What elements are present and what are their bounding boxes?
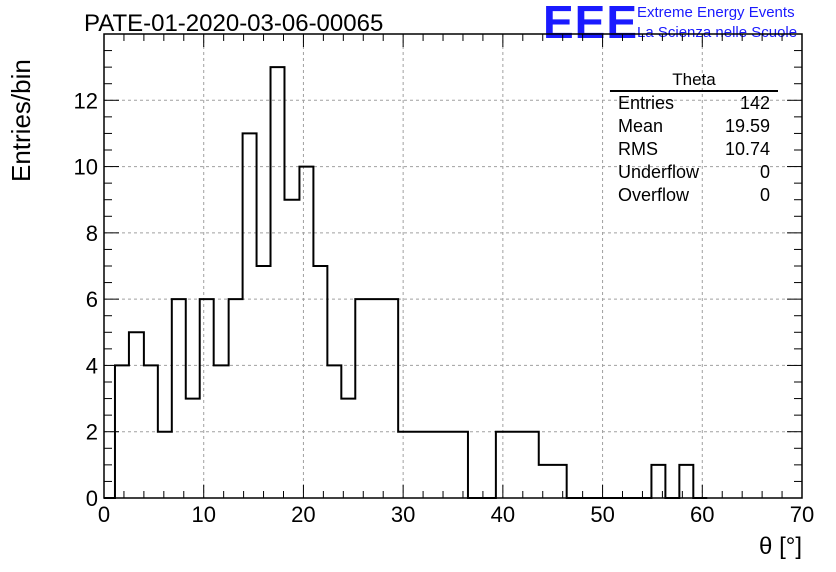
histogram-bin <box>651 465 665 498</box>
histogram-bin <box>398 432 412 498</box>
histogram-bin <box>257 266 271 498</box>
stats-label: Mean <box>618 116 664 136</box>
histogram-bin <box>299 167 313 498</box>
x-tick-label: 30 <box>391 502 415 527</box>
y-tick-label: 4 <box>86 353 98 378</box>
y-tick-label: 10 <box>74 155 98 180</box>
histogram-bin <box>383 299 398 498</box>
x-axis-label: θ [°] <box>759 533 802 560</box>
stats-value: 19.59 <box>724 116 770 136</box>
stats-label: RMS <box>618 139 658 159</box>
logo-line-2: La Scienza nelle Scuole <box>637 24 798 41</box>
histogram-bin <box>271 67 285 498</box>
eee-logo: EEE Extreme Energy Events La Scienza nel… <box>543 0 833 48</box>
plot-frame <box>103 33 803 499</box>
stats-box: Theta Entries 142 Mean 19.59 RMS 10.74 U… <box>610 70 778 207</box>
histogram-bin <box>243 133 257 498</box>
histogram-bin <box>511 432 525 498</box>
histogram-bin <box>229 299 243 498</box>
histogram-bin <box>355 299 369 498</box>
stats-value: 0 <box>759 162 770 182</box>
histogram-bin <box>200 299 214 498</box>
stats-label: Underflow <box>618 162 700 182</box>
stats-row-mean: Mean 19.59 <box>610 115 778 138</box>
stats-value: 0 <box>759 185 770 205</box>
histogram-bin <box>284 200 299 498</box>
histogram-bin <box>129 332 144 498</box>
histogram-bin <box>412 432 426 498</box>
x-tick-label: 50 <box>590 502 614 527</box>
histogram-bin <box>158 432 172 498</box>
stats-value: 142 <box>739 93 770 113</box>
y-tick-label: 6 <box>86 287 98 312</box>
histogram-bin <box>539 465 553 498</box>
x-tick-label: 60 <box>690 502 714 527</box>
histogram-bin <box>525 432 539 498</box>
chart-title: PATE-01-2020-03-06-00065 <box>84 10 384 37</box>
y-tick-label: 8 <box>86 221 98 246</box>
histogram-bin <box>144 365 158 498</box>
histogram-bin <box>440 432 454 498</box>
x-tick-label: 40 <box>491 502 515 527</box>
histogram-bin <box>172 299 186 498</box>
stats-label: Overflow <box>618 185 690 205</box>
histogram-bin <box>679 465 693 498</box>
x-tick-label: 10 <box>191 502 215 527</box>
histogram-bin <box>454 432 468 498</box>
logo-line-1: Extreme Energy Events <box>637 4 795 21</box>
histogram-bin <box>186 399 200 498</box>
x-tick-label: 0 <box>98 502 110 527</box>
stats-row-entries: Entries 142 <box>610 92 778 115</box>
y-tick-label: 2 <box>86 420 98 445</box>
histogram-bin <box>426 432 440 498</box>
histogram-bin <box>369 299 383 498</box>
stats-row-overflow: Overflow 0 <box>610 184 778 207</box>
histogram-bin <box>341 399 355 498</box>
x-tick-label: 20 <box>291 502 315 527</box>
stats-row-underflow: Underflow 0 <box>610 161 778 184</box>
stats-title: Theta <box>610 70 778 92</box>
stats-label: Entries <box>618 93 675 113</box>
histogram-bin <box>553 465 567 498</box>
histogram-bin <box>313 266 327 498</box>
logo-mark: EEE <box>543 0 639 48</box>
y-tick-label: 0 <box>86 486 98 511</box>
y-tick-label: 12 <box>74 88 98 113</box>
x-tick-label: 70 <box>790 502 814 527</box>
stats-value: 10.74 <box>724 139 770 159</box>
stats-row-rms: RMS 10.74 <box>610 138 778 161</box>
